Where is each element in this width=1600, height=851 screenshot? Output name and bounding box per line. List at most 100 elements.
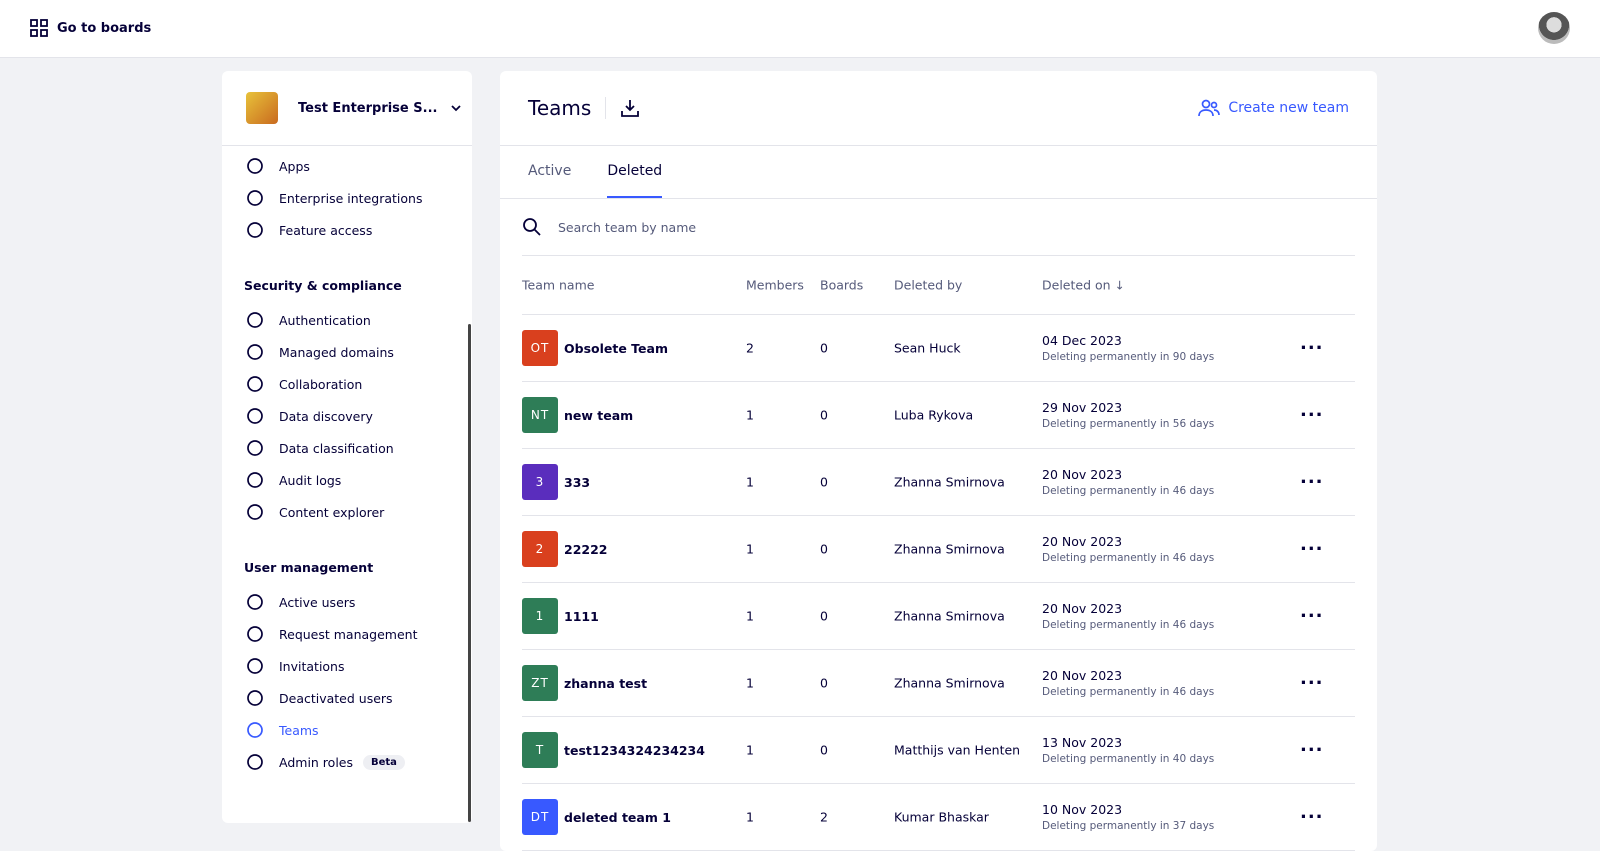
menu-item[interactable]: Feature access [222,214,472,246]
deletion-note: Deleting permanently in 90 days [1042,351,1215,363]
deleted-on-cell: 10 Nov 2023 Deleting permanently in 37 da… [1042,802,1214,832]
menu-icon [247,658,263,674]
menu-icon [247,376,263,392]
menu-item[interactable]: Request management [222,618,472,650]
menu-item-label: Request management [279,626,418,642]
cell-deleted-by: Kumar Bhaskar [894,809,989,825]
cell-members: 2 [746,340,754,356]
cell-deleted-by: Zhanna Smirnova [894,474,1005,490]
tabs: Active Deleted [500,146,1377,199]
go-to-boards-label: Go to boards [57,20,152,36]
menu-item[interactable]: Enterprise integrations [222,182,472,214]
menu-item-label: Teams [279,722,319,738]
menu-icon [247,626,263,642]
team-row: NT new team 1 0 Luba Rykova 29 Nov 2023 Deleti… [522,382,1355,449]
menu-icon [247,690,263,706]
cell-members: 1 [746,809,754,825]
menu-icon [247,312,263,328]
create-team-button[interactable]: Create new team [1198,99,1349,117]
menu-icon [247,440,263,456]
go-to-boards[interactable]: Go to boards [30,19,151,37]
deleted-date: 20 Nov 2023 [1042,534,1123,549]
menu-item-label: Active users [279,594,356,610]
tab[interactable]: Deleted [607,146,663,198]
menu-item[interactable]: Apps [222,150,472,182]
search[interactable]: Search team by name [522,199,1355,256]
deleted-date: 20 Nov 2023 [1042,668,1123,683]
create-team-label: Create new team [1228,100,1349,116]
menu-icon [247,472,263,488]
menu-item[interactable]: Collaboration [222,368,472,400]
team-name: 1111 [564,608,599,624]
workspace-switcher[interactable]: Test Enterprise S... [222,71,472,146]
row-menu[interactable]: ··· [1300,605,1324,627]
workspace-logo [246,92,278,124]
menu-item-label: Audit logs [279,472,342,488]
menu-icon [247,408,263,424]
deleted-on-cell: 29 Nov 2023 Deleting permanently in 56 da… [1042,400,1214,430]
menu-item[interactable]: Deactivated users [222,682,472,714]
row-menu[interactable]: ··· [1300,739,1324,761]
row-menu[interactable]: ··· [1300,404,1324,426]
team-initials: DT [522,799,558,835]
menu-item[interactable]: Audit logs [222,464,472,496]
row-menu[interactable]: ··· [1300,337,1324,359]
cell-members: 1 [746,541,754,557]
download-icon[interactable] [620,98,640,118]
menu-item[interactable]: Content explorer [222,496,472,528]
team-icon [1198,99,1221,117]
menu-group: Apps Enterprise integrations Feature acces… [222,146,472,246]
team-name: zhanna test [564,675,648,691]
menu-item[interactable]: Data classification [222,432,472,464]
row-menu[interactable]: ··· [1300,471,1324,493]
divider [605,97,607,119]
menu-item[interactable]: Admin roles Beta [222,746,472,778]
row-menu[interactable]: ··· [1300,538,1324,560]
deleted-date: 10 Nov 2023 [1042,802,1123,817]
team-name: new team [564,407,634,423]
team-initials: 3 [522,464,558,500]
menu-item-label: Data discovery [279,408,373,424]
user-avatar[interactable] [1538,12,1570,44]
sidebar: Test Enterprise S... Apps Enterprise inte… [222,71,472,823]
menu-item-label: Enterprise integrations [279,190,423,206]
menu-icon [247,222,263,238]
menu-item-label: Collaboration [279,376,363,392]
team-initials: OT [522,330,558,366]
menu-item[interactable]: Authentication [222,304,472,336]
cell-deleted-by: Zhanna Smirnova [894,541,1005,557]
section-title: Security & compliance [244,277,402,293]
column-header[interactable]: Deleted on ↓ [1042,277,1125,293]
menu-item[interactable]: Invitations [222,650,472,682]
column-header: Members [746,277,804,293]
menu-item-label: Content explorer [279,504,385,520]
main-header: Teams Create new team [500,71,1377,146]
deletion-note: Deleting permanently in 37 days [1042,820,1215,832]
cell-members: 1 [746,407,754,423]
menu-item[interactable]: Teams [222,714,472,746]
row-menu[interactable]: ··· [1300,672,1324,694]
team-row: OT Obsolete Team 2 0 Sean Huck 04 Dec 2023 Del… [522,315,1355,382]
column-header: Boards [820,277,864,293]
menu-item[interactable]: Managed domains [222,336,472,368]
deleted-on-cell: 20 Nov 2023 Deleting permanently in 46 da… [1042,534,1214,564]
menu-section: User management Active users Request manag… [222,552,472,778]
menu-item-label: Admin roles [279,754,353,770]
menu-icon [247,754,263,770]
menu-item[interactable]: Data discovery [222,400,472,432]
team-row: 2 22222 1 0 Zhanna Smirnova 20 Nov 2023 Deleti… [522,516,1355,583]
cell-boards: 2 [820,809,828,825]
tab[interactable]: Active [528,163,572,179]
workspace-name: Test Enterprise S... [298,100,438,116]
cell-deleted-by: Zhanna Smirnova [894,675,1005,691]
team-initials: 2 [522,531,558,567]
menu-icon [247,594,263,610]
cell-boards: 0 [820,340,828,356]
top-bar: Go to boards [0,0,1600,58]
row-menu[interactable]: ··· [1300,806,1324,828]
team-name: 333 [564,474,591,490]
team-row: DT deleted team 1 1 2 Kumar Bhaskar 10 Nov 20… [522,784,1355,851]
menu-item[interactable]: Active users [222,586,472,618]
